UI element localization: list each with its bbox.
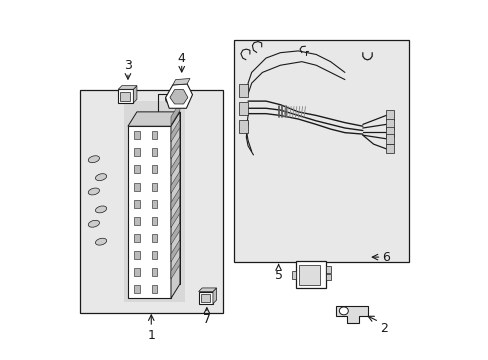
Bar <box>239 84 247 97</box>
Text: 2: 2 <box>380 322 387 335</box>
Text: 3: 3 <box>124 59 132 72</box>
Bar <box>151 148 157 156</box>
Bar <box>134 166 139 174</box>
Bar <box>137 112 180 284</box>
Text: 4: 4 <box>178 51 185 64</box>
Polygon shape <box>171 171 180 193</box>
Text: 7: 7 <box>203 313 210 327</box>
Ellipse shape <box>95 174 106 181</box>
Bar <box>134 234 139 242</box>
Polygon shape <box>171 240 180 262</box>
Ellipse shape <box>88 188 99 195</box>
Polygon shape <box>171 112 180 298</box>
Polygon shape <box>171 103 180 125</box>
Bar <box>151 234 157 242</box>
Bar <box>386 111 393 121</box>
Ellipse shape <box>88 220 99 227</box>
Bar <box>325 274 330 280</box>
Bar <box>120 92 130 101</box>
Bar <box>151 268 157 276</box>
Circle shape <box>165 96 172 103</box>
Polygon shape <box>171 205 180 228</box>
Polygon shape <box>171 257 180 279</box>
Bar <box>386 120 393 130</box>
Polygon shape <box>171 222 180 245</box>
Polygon shape <box>172 78 190 85</box>
Text: 1: 1 <box>147 329 155 342</box>
Polygon shape <box>171 120 180 142</box>
Bar <box>198 292 212 304</box>
Bar <box>201 294 210 302</box>
Bar <box>118 89 133 103</box>
Bar <box>134 183 139 190</box>
Ellipse shape <box>339 307 347 315</box>
Bar <box>233 40 408 262</box>
Bar <box>151 285 157 293</box>
Polygon shape <box>133 86 137 103</box>
Bar <box>239 102 247 115</box>
Polygon shape <box>171 188 180 211</box>
Bar <box>325 266 330 273</box>
Bar <box>124 101 185 302</box>
Bar <box>299 265 320 285</box>
Bar <box>386 134 393 144</box>
Bar <box>134 131 139 139</box>
Bar <box>134 148 139 156</box>
Bar <box>134 200 139 208</box>
Bar <box>151 200 157 208</box>
Bar <box>151 183 157 190</box>
Bar <box>134 217 139 225</box>
Polygon shape <box>169 90 187 104</box>
Ellipse shape <box>95 206 106 213</box>
Bar <box>151 131 157 139</box>
Bar <box>80 90 223 313</box>
Polygon shape <box>165 84 192 108</box>
Polygon shape <box>118 86 137 89</box>
Bar <box>292 271 296 279</box>
Bar <box>296 261 325 288</box>
Bar <box>151 166 157 174</box>
Polygon shape <box>128 112 180 126</box>
Polygon shape <box>198 288 216 292</box>
Text: 6: 6 <box>382 251 389 264</box>
Bar <box>151 217 157 225</box>
Polygon shape <box>171 137 180 159</box>
Bar <box>134 251 139 259</box>
Bar <box>134 285 139 293</box>
Bar <box>128 126 171 298</box>
Bar <box>386 127 393 136</box>
Bar <box>386 144 393 153</box>
Polygon shape <box>171 154 180 176</box>
Polygon shape <box>335 306 367 323</box>
Polygon shape <box>212 288 216 304</box>
Ellipse shape <box>88 156 99 163</box>
Ellipse shape <box>95 238 106 245</box>
Text: 5: 5 <box>274 269 282 282</box>
Bar <box>151 251 157 259</box>
Bar <box>239 120 247 133</box>
Bar <box>134 268 139 276</box>
